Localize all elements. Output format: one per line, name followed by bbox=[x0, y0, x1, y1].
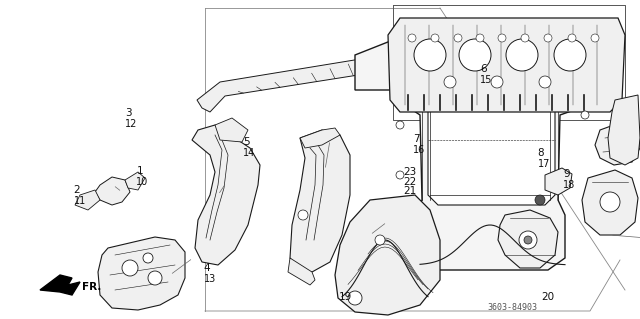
Circle shape bbox=[524, 236, 532, 244]
Text: 14: 14 bbox=[243, 148, 255, 158]
Circle shape bbox=[143, 253, 153, 263]
Circle shape bbox=[519, 231, 537, 249]
Text: 13: 13 bbox=[204, 274, 216, 284]
Circle shape bbox=[521, 34, 529, 42]
Circle shape bbox=[544, 34, 552, 42]
Circle shape bbox=[591, 34, 599, 42]
Circle shape bbox=[148, 271, 162, 285]
Text: 8: 8 bbox=[538, 148, 544, 158]
Text: 17: 17 bbox=[538, 159, 550, 169]
Circle shape bbox=[506, 39, 538, 71]
Text: 3603-84903: 3603-84903 bbox=[487, 303, 537, 313]
Circle shape bbox=[554, 39, 586, 71]
Circle shape bbox=[298, 210, 308, 220]
Circle shape bbox=[396, 121, 404, 129]
Text: 11: 11 bbox=[74, 196, 86, 206]
Polygon shape bbox=[335, 195, 440, 315]
Polygon shape bbox=[98, 237, 185, 310]
Circle shape bbox=[535, 195, 545, 205]
Text: 9: 9 bbox=[563, 169, 570, 179]
Text: 20: 20 bbox=[541, 292, 554, 302]
Text: 2: 2 bbox=[74, 185, 80, 195]
Polygon shape bbox=[197, 55, 393, 112]
Circle shape bbox=[498, 34, 506, 42]
Polygon shape bbox=[300, 128, 340, 148]
Polygon shape bbox=[388, 18, 625, 112]
Text: 5: 5 bbox=[243, 137, 250, 147]
Polygon shape bbox=[125, 172, 145, 190]
Polygon shape bbox=[215, 118, 248, 142]
Polygon shape bbox=[355, 38, 592, 270]
Polygon shape bbox=[595, 122, 640, 165]
Text: 16: 16 bbox=[413, 145, 425, 155]
Polygon shape bbox=[498, 210, 558, 268]
Circle shape bbox=[459, 39, 491, 71]
Polygon shape bbox=[288, 258, 315, 285]
Polygon shape bbox=[95, 177, 130, 205]
Circle shape bbox=[122, 260, 138, 276]
Polygon shape bbox=[290, 130, 350, 272]
Circle shape bbox=[581, 111, 589, 119]
Polygon shape bbox=[192, 125, 260, 265]
Circle shape bbox=[539, 76, 551, 88]
Text: 4: 4 bbox=[204, 263, 210, 273]
Text: 7: 7 bbox=[413, 134, 419, 144]
Circle shape bbox=[348, 291, 362, 305]
Circle shape bbox=[396, 171, 404, 179]
Circle shape bbox=[600, 192, 620, 212]
Text: 19: 19 bbox=[339, 292, 353, 302]
Text: 3: 3 bbox=[125, 108, 131, 118]
Polygon shape bbox=[545, 168, 572, 195]
Circle shape bbox=[444, 76, 456, 88]
Text: 18: 18 bbox=[563, 180, 575, 190]
Polygon shape bbox=[40, 275, 80, 295]
Text: 21: 21 bbox=[403, 186, 417, 197]
Text: 15: 15 bbox=[480, 75, 492, 85]
Circle shape bbox=[375, 235, 385, 245]
Circle shape bbox=[414, 39, 446, 71]
Circle shape bbox=[454, 34, 462, 42]
Text: 22: 22 bbox=[403, 177, 417, 187]
Circle shape bbox=[431, 34, 439, 42]
Text: 10: 10 bbox=[136, 177, 148, 187]
Text: 1: 1 bbox=[136, 166, 143, 176]
Polygon shape bbox=[428, 80, 555, 205]
Polygon shape bbox=[582, 170, 638, 235]
Polygon shape bbox=[75, 190, 100, 210]
Circle shape bbox=[491, 76, 503, 88]
Text: 23: 23 bbox=[403, 167, 417, 177]
Circle shape bbox=[568, 34, 576, 42]
Circle shape bbox=[476, 34, 484, 42]
Text: FR.: FR. bbox=[82, 282, 101, 292]
Polygon shape bbox=[608, 95, 640, 165]
Text: 12: 12 bbox=[125, 119, 137, 129]
Text: 6: 6 bbox=[480, 63, 486, 74]
Circle shape bbox=[408, 34, 416, 42]
